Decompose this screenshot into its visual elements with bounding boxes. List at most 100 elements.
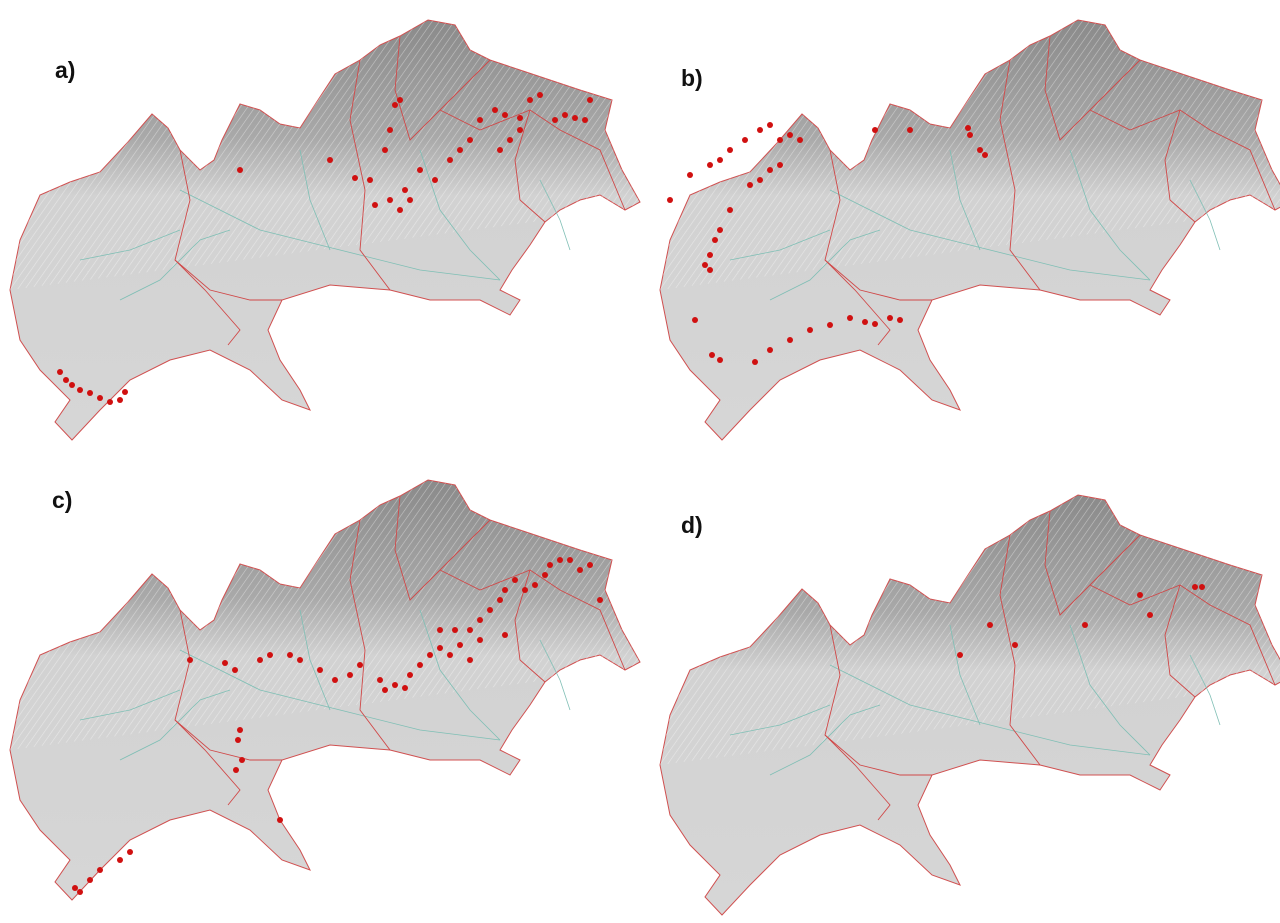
occurrence-dot xyxy=(712,237,718,243)
occurrence-dot xyxy=(557,557,563,563)
occurrence-dot xyxy=(567,557,573,563)
occurrence-dot xyxy=(382,147,388,153)
panel-label: d) xyxy=(681,512,703,538)
occurrence-dot xyxy=(562,112,568,118)
occurrence-dot xyxy=(407,197,413,203)
occurrence-dot xyxy=(777,137,783,143)
occurrence-dot xyxy=(977,147,983,153)
occurrence-dot xyxy=(72,885,78,891)
occurrence-dot xyxy=(502,587,508,593)
occurrence-dot xyxy=(767,122,773,128)
occurrence-dot xyxy=(597,597,603,603)
occurrence-dot xyxy=(572,115,578,121)
occurrence-dot xyxy=(382,687,388,693)
occurrence-dot xyxy=(807,327,813,333)
occurrence-dot xyxy=(477,117,483,123)
occurrence-dot xyxy=(582,117,588,123)
occurrence-dot xyxy=(547,562,553,568)
occurrence-dot xyxy=(552,117,558,123)
occurrence-dot xyxy=(257,657,263,663)
occurrence-dot xyxy=(907,127,913,133)
occurrence-dot xyxy=(122,389,128,395)
occurrence-dot xyxy=(787,337,793,343)
occurrence-dot xyxy=(117,857,123,863)
occurrence-dot xyxy=(757,177,763,183)
occurrence-dot xyxy=(432,177,438,183)
occurrence-dot xyxy=(267,652,273,658)
occurrence-dot xyxy=(747,182,753,188)
occurrence-dot xyxy=(397,207,403,213)
occurrence-dot xyxy=(397,97,403,103)
occurrence-dot xyxy=(357,662,363,668)
occurrence-dot xyxy=(477,637,483,643)
occurrence-dot xyxy=(702,262,708,268)
occurrence-dot xyxy=(287,652,293,658)
map-panel xyxy=(10,480,640,900)
occurrence-dot xyxy=(332,677,338,683)
occurrence-dot xyxy=(507,137,513,143)
occurrence-dot xyxy=(387,127,393,133)
occurrence-dot xyxy=(797,137,803,143)
occurrence-dot xyxy=(497,597,503,603)
occurrence-dot xyxy=(727,207,733,213)
occurrence-dot xyxy=(957,652,963,658)
occurrence-dot xyxy=(872,321,878,327)
panel-label: b) xyxy=(681,65,703,91)
occurrence-dot xyxy=(69,382,75,388)
occurrence-dot xyxy=(232,667,238,673)
occurrence-dot xyxy=(87,877,93,883)
occurrence-dot xyxy=(827,322,833,328)
occurrence-dot xyxy=(437,627,443,633)
occurrence-dot xyxy=(512,577,518,583)
occurrence-dot xyxy=(352,175,358,181)
occurrence-dot xyxy=(862,319,868,325)
occurrence-dot xyxy=(897,317,903,323)
occurrence-dot xyxy=(407,672,413,678)
occurrence-dot xyxy=(447,652,453,658)
occurrence-dot xyxy=(487,607,493,613)
occurrence-dot xyxy=(777,162,783,168)
map-panel xyxy=(10,20,640,440)
occurrence-dot xyxy=(187,657,193,663)
occurrence-dot xyxy=(542,572,548,578)
occurrence-dot xyxy=(502,632,508,638)
occurrence-dot xyxy=(1082,622,1088,628)
occurrence-dot xyxy=(497,147,503,153)
occurrence-dot xyxy=(752,359,758,365)
occurrence-dot xyxy=(987,622,993,628)
occurrence-dot xyxy=(717,157,723,163)
occurrence-dot xyxy=(742,137,748,143)
occurrence-dot xyxy=(847,315,853,321)
occurrence-dot xyxy=(77,387,83,393)
occurrence-dot xyxy=(392,102,398,108)
occurrence-dot xyxy=(237,167,243,173)
occurrence-dot xyxy=(717,227,723,233)
occurrence-dot xyxy=(377,677,383,683)
occurrence-dot xyxy=(107,399,113,405)
occurrence-dot xyxy=(767,167,773,173)
occurrence-dot xyxy=(872,127,878,133)
occurrence-dot xyxy=(235,737,241,743)
relief-texture xyxy=(660,495,1280,765)
occurrence-dot xyxy=(457,642,463,648)
occurrence-dot xyxy=(297,657,303,663)
occurrence-dot xyxy=(1147,612,1153,618)
occurrence-dot xyxy=(97,395,103,401)
occurrence-dot xyxy=(717,357,723,363)
occurrence-dot xyxy=(587,562,593,568)
occurrence-dot xyxy=(1137,592,1143,598)
occurrence-dot xyxy=(707,267,713,273)
occurrence-dot xyxy=(687,172,693,178)
map-panel xyxy=(660,20,1280,440)
occurrence-dot xyxy=(57,369,63,375)
occurrence-dot xyxy=(692,317,698,323)
occurrence-dot xyxy=(537,92,543,98)
occurrence-dot xyxy=(402,187,408,193)
occurrence-dot xyxy=(709,352,715,358)
occurrence-dot xyxy=(982,152,988,158)
occurrence-dot xyxy=(707,252,713,258)
occurrence-dot xyxy=(372,202,378,208)
occurrence-dot xyxy=(237,727,243,733)
occurrence-dot xyxy=(63,377,69,383)
occurrence-dot xyxy=(239,757,245,763)
